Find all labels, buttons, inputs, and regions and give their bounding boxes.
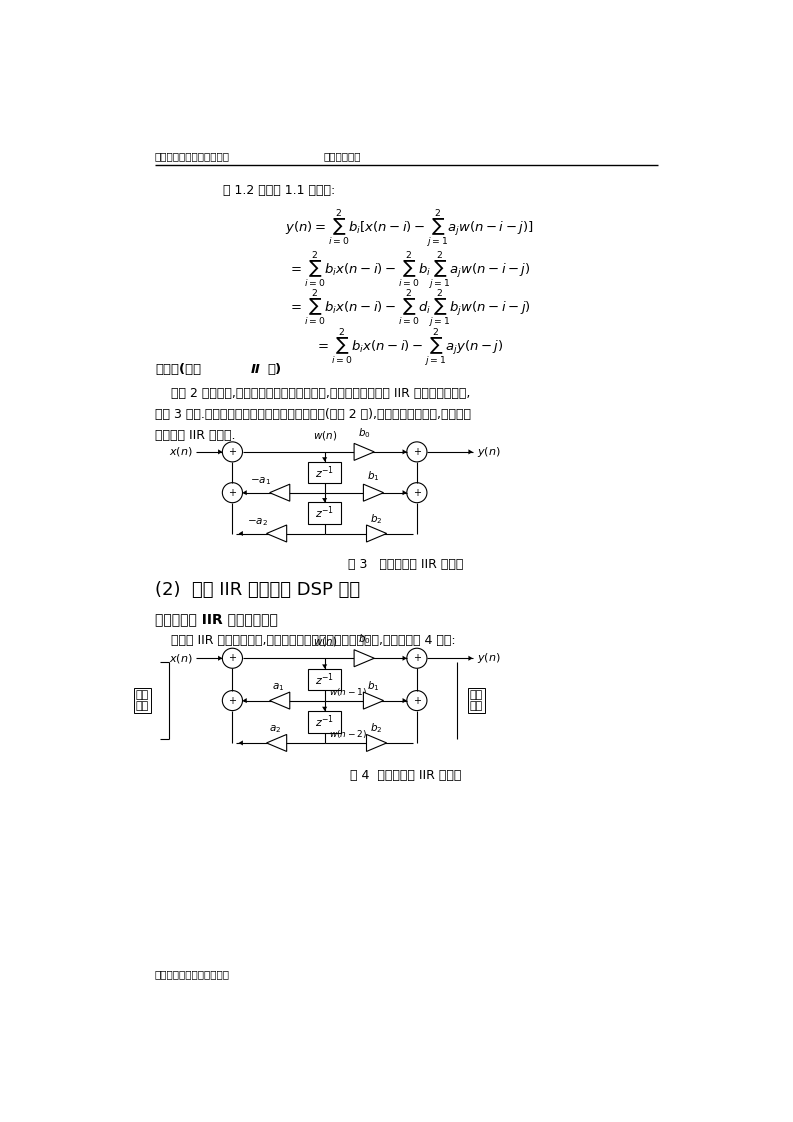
Bar bbox=[308, 669, 341, 690]
Text: $x(n)$: $x(n)$ bbox=[169, 652, 193, 664]
Polygon shape bbox=[239, 741, 243, 745]
Polygon shape bbox=[363, 485, 384, 502]
Text: $z^{-1}$: $z^{-1}$ bbox=[315, 465, 334, 480]
Text: $b_2$: $b_2$ bbox=[370, 721, 383, 735]
Polygon shape bbox=[366, 525, 387, 542]
Polygon shape bbox=[322, 707, 328, 711]
Text: 标准型(直接: 标准型(直接 bbox=[155, 364, 201, 376]
Polygon shape bbox=[469, 655, 473, 661]
Text: 如图 3 所示.由于这种结构所使用的延迟单元最少(只有 2 个),得到了广泛地应用,因此称之: 如图 3 所示.由于这种结构所使用的延迟单元最少(只有 2 个),得到了广泛地应… bbox=[155, 408, 471, 421]
Text: $z^{-1}$: $z^{-1}$ bbox=[315, 671, 334, 688]
Text: $b_2$: $b_2$ bbox=[370, 512, 383, 526]
Text: +: + bbox=[228, 696, 236, 706]
Text: 将 1.2 式代入 1.1 式可得:: 将 1.2 式代入 1.1 式可得: bbox=[223, 184, 335, 197]
Polygon shape bbox=[218, 449, 222, 454]
Text: $w(n)$: $w(n)$ bbox=[312, 635, 337, 649]
Polygon shape bbox=[266, 525, 287, 542]
Text: 太原理工大学现代科技学院: 太原理工大学现代科技学院 bbox=[155, 151, 230, 162]
Text: $y(n)$: $y(n)$ bbox=[477, 445, 500, 459]
Polygon shape bbox=[403, 698, 407, 703]
Text: +: + bbox=[228, 447, 236, 457]
Text: (2)  二阶 IIR 滤波器的 DSP 实现: (2) 二阶 IIR 滤波器的 DSP 实现 bbox=[155, 581, 360, 599]
Text: $= \sum_{i=0}^{2} b_i x(n-i) - \sum_{i=0}^{2} b_i \sum_{j=1}^{2} a_j w(n-i-j)$: $= \sum_{i=0}^{2} b_i x(n-i) - \sum_{i=0… bbox=[288, 249, 531, 292]
Text: 型): 型) bbox=[267, 364, 282, 376]
Text: $w(n)$: $w(n)$ bbox=[312, 429, 337, 442]
Polygon shape bbox=[354, 443, 374, 460]
Text: $= \sum_{i=0}^{2} b_i x(n-i) - \sum_{i=0}^{2} d_i \sum_{j=1}^{2} b_j w(n-i-j)$: $= \sum_{i=0}^{2} b_i x(n-i) - \sum_{i=0… bbox=[288, 288, 531, 330]
Polygon shape bbox=[218, 655, 222, 661]
Text: $y(n)$: $y(n)$ bbox=[477, 651, 500, 665]
Polygon shape bbox=[322, 664, 328, 669]
Polygon shape bbox=[243, 490, 247, 495]
Polygon shape bbox=[239, 531, 243, 536]
Polygon shape bbox=[270, 485, 289, 502]
Text: 在二阶 IIR 滤波器结构中,标准型结构是最常见的滤波器结构,其结构如图 4 所示:: 在二阶 IIR 滤波器结构中,标准型结构是最常见的滤波器结构,其结构如图 4 所… bbox=[155, 634, 455, 646]
Text: 太原理工大学现代科技学院: 太原理工大学现代科技学院 bbox=[155, 969, 230, 980]
Polygon shape bbox=[363, 692, 384, 709]
Polygon shape bbox=[403, 490, 407, 495]
Text: $b_0$: $b_0$ bbox=[358, 632, 370, 646]
Text: $a_1$: $a_1$ bbox=[272, 681, 285, 693]
Text: II: II bbox=[251, 364, 260, 376]
Text: $x(n)$: $x(n)$ bbox=[169, 445, 193, 459]
Text: $a_2$: $a_2$ bbox=[269, 724, 282, 735]
Polygon shape bbox=[322, 498, 328, 503]
Text: +: + bbox=[413, 653, 421, 663]
Polygon shape bbox=[469, 449, 473, 454]
Text: 图 4  标准型二阶 IIR 滤波器: 图 4 标准型二阶 IIR 滤波器 bbox=[351, 769, 462, 782]
Text: $-a_1$: $-a_1$ bbox=[250, 476, 271, 487]
Text: $-a_2$: $-a_2$ bbox=[247, 516, 268, 528]
Text: +: + bbox=[228, 488, 236, 498]
Text: 图 3   标准型二阶 IIR 滤波器: 图 3 标准型二阶 IIR 滤波器 bbox=[348, 558, 464, 571]
Polygon shape bbox=[270, 692, 289, 709]
Text: $b_1$: $b_1$ bbox=[367, 679, 380, 693]
Text: +: + bbox=[413, 696, 421, 706]
Bar bbox=[308, 503, 341, 524]
Polygon shape bbox=[266, 735, 287, 752]
Polygon shape bbox=[322, 458, 328, 461]
Text: 反馈
通道: 反馈 通道 bbox=[136, 690, 149, 711]
Text: $z^{-1}$: $z^{-1}$ bbox=[315, 505, 334, 522]
Text: +: + bbox=[413, 447, 421, 457]
Bar bbox=[308, 711, 341, 733]
Text: 为标准型 IIR 滤波器.: 为标准型 IIR 滤波器. bbox=[155, 429, 236, 442]
Text: 前向
通道: 前向 通道 bbox=[470, 690, 483, 711]
Text: $w(n-2)$: $w(n-2)$ bbox=[329, 728, 367, 739]
Text: +: + bbox=[228, 653, 236, 663]
Text: $y(n) = \sum_{i=0}^{2} b_i[x(n-i) - \sum_{j=1}^{2} a_j w(n-i-j)]$: $y(n) = \sum_{i=0}^{2} b_i[x(n-i) - \sum… bbox=[285, 208, 534, 249]
Text: 课程设计报告: 课程设计报告 bbox=[324, 151, 362, 162]
Text: $= \sum_{i=0}^{2} b_i x(n-i) - \sum_{j=1}^{2} a_j y(n-j)$: $= \sum_{i=0}^{2} b_i x(n-i) - \sum_{j=1… bbox=[315, 327, 504, 369]
Polygon shape bbox=[354, 650, 374, 666]
Text: $w(n-1)$: $w(n-1)$ bbox=[329, 686, 367, 698]
Text: +: + bbox=[413, 488, 421, 498]
Text: $b_0$: $b_0$ bbox=[358, 425, 370, 440]
Polygon shape bbox=[403, 655, 407, 661]
Polygon shape bbox=[243, 698, 247, 703]
Text: $b_1$: $b_1$ bbox=[367, 470, 380, 484]
Polygon shape bbox=[366, 735, 387, 752]
Text: $z^{-1}$: $z^{-1}$ bbox=[315, 714, 334, 730]
Text: 从图 2 可以看出,左右两组延迟单元可以重叠,从而得到标准二阶 IIR 滤波器的结构图,: 从图 2 可以看出,左右两组延迟单元可以重叠,从而得到标准二阶 IIR 滤波器的… bbox=[155, 387, 470, 401]
Bar bbox=[308, 461, 341, 484]
Text: 标准型二阶 IIR 滤波器的实现: 标准型二阶 IIR 滤波器的实现 bbox=[155, 611, 278, 626]
Polygon shape bbox=[403, 449, 407, 454]
